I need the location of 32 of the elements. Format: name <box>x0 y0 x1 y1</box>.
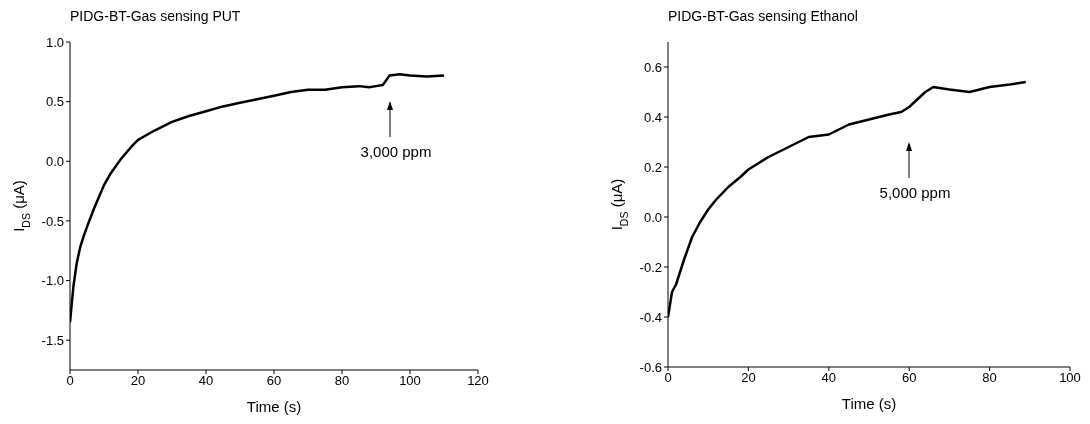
x-tick-label: 40 <box>198 373 214 389</box>
x-axis-title: Time (s) <box>841 395 897 412</box>
y-tick-label: 0.0 <box>45 153 64 169</box>
y-tick-label: 0.2 <box>643 159 662 175</box>
x-tick-label: 80 <box>334 373 350 389</box>
x-tick-label: 20 <box>741 370 756 386</box>
y-tick-label: -1.5 <box>41 332 64 348</box>
chart-title: PIDG-BT-Gas sensing PUT <box>70 8 241 24</box>
x-tick-label: 60 <box>266 373 282 389</box>
x-axis-title: Time (s) <box>246 398 302 415</box>
y-tick-label: 0.0 <box>643 209 662 225</box>
y-tick-label: -0.5 <box>41 213 64 229</box>
y-tick-label: 0.4 <box>643 109 662 125</box>
x-tick-label: 100 <box>1059 370 1081 386</box>
annotation: 3,000 ppm <box>359 143 433 160</box>
y-tick-label: -0.6 <box>639 359 662 375</box>
x-tick-label: 40 <box>821 370 837 386</box>
y-tick-label: -0.2 <box>639 259 662 275</box>
y-tick-label: -0.4 <box>639 309 662 325</box>
x-tick-label: 20 <box>130 373 146 389</box>
x-tick-label: 0 <box>66 373 74 389</box>
y-tick-label: 0.5 <box>45 94 64 110</box>
y-tick-label: -1.0 <box>41 273 64 289</box>
x-tick-label: 0 <box>664 370 672 386</box>
chart-title: PIDG-BT-Gas sensing Ethanol <box>668 8 858 24</box>
x-tick-label: 60 <box>901 370 917 386</box>
x-tick-label: 100 <box>399 373 421 389</box>
x-tick-label: 120 <box>467 373 489 389</box>
y-tick-label: 0.6 <box>643 59 662 75</box>
x-tick-label: 80 <box>982 370 997 386</box>
annotation: 5,000 ppm <box>878 184 952 201</box>
y-tick-label: 1.0 <box>45 34 64 50</box>
